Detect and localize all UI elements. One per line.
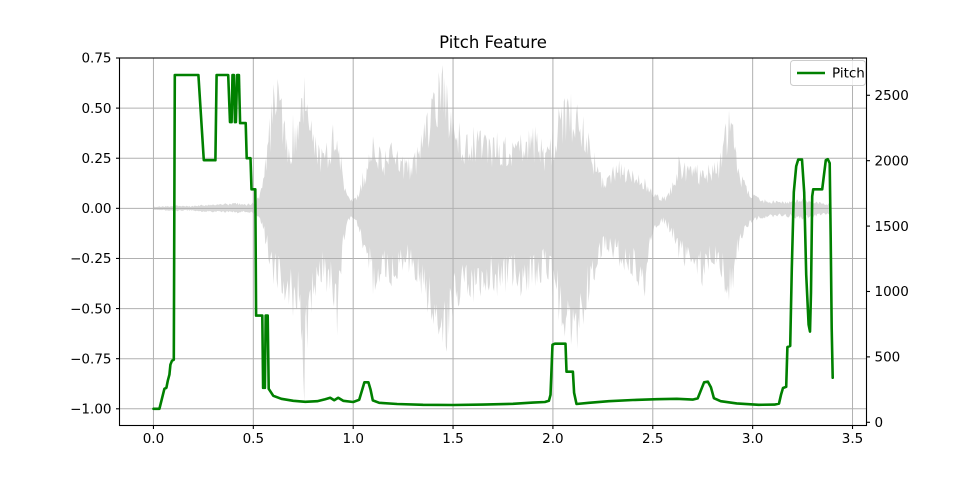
x-tick-label: 2.0 xyxy=(542,431,563,447)
waveform-series xyxy=(153,65,831,403)
chart-title: Pitch Feature xyxy=(439,33,547,52)
y-left-tick-label: −1.00 xyxy=(70,402,111,418)
y-left-tick-label: −0.25 xyxy=(70,251,111,267)
x-tick-label: 1.0 xyxy=(342,431,363,447)
y-left-tick-label: −0.50 xyxy=(70,301,111,317)
y-left-tick-label: 0.00 xyxy=(81,201,111,217)
x-tick-label: 3.5 xyxy=(842,431,863,447)
y-right-tick-label: 500 xyxy=(875,350,901,366)
x-tick-label: 3.0 xyxy=(742,431,763,447)
y-right-tick-label: 2000 xyxy=(875,153,909,169)
y-left-tick-label: 0.25 xyxy=(81,151,111,167)
y-left-tick-label: 0.50 xyxy=(81,101,111,117)
pitch-line-series xyxy=(152,73,835,411)
y-right-tick-label: 0 xyxy=(875,415,884,431)
x-tick-label: 0.5 xyxy=(243,431,264,447)
legend-pitch-label: Pitch xyxy=(832,66,865,82)
y-right-tick-label: 1500 xyxy=(875,219,909,235)
x-tick-label: 0.0 xyxy=(143,431,164,447)
x-tick-label: 2.5 xyxy=(642,431,663,447)
legend-box xyxy=(790,60,866,86)
legend: Pitch xyxy=(790,60,866,86)
y-left-tick-label: 0.75 xyxy=(81,51,111,67)
y-right-tick-label: 1000 xyxy=(875,284,909,300)
plot-layers: 0.0 0.5 1.0 1.5 2.0 2.5 3.0 3.5 0.75 0.50 0.25 0.00… xyxy=(70,51,909,447)
axes-frame xyxy=(118,57,868,427)
y-left-tick-label: −0.75 xyxy=(70,351,111,367)
y-right-tick-label: 2500 xyxy=(875,88,909,104)
x-tick-label: 1.5 xyxy=(442,431,463,447)
